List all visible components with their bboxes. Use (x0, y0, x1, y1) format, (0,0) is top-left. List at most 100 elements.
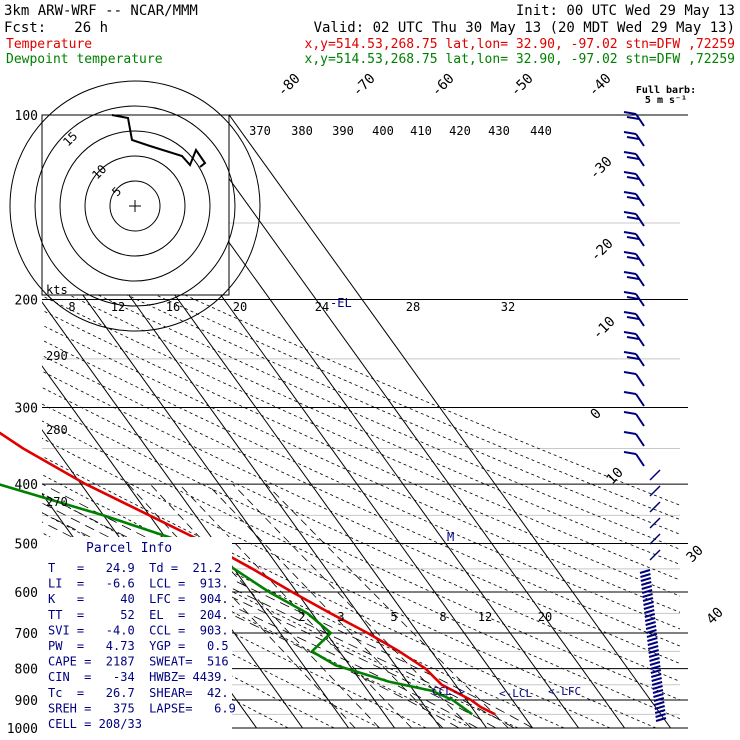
wind-barb-shaft (649, 469, 661, 481)
parcel-info-row: LI = -6.6 LCL = 913. (48, 577, 229, 591)
wind-barb-shaft (635, 413, 645, 427)
isotherm-label: 40 (704, 605, 727, 628)
wind-barb-flag (623, 371, 637, 375)
wind-barb-shaft (635, 313, 645, 327)
wind-barb-flag (623, 111, 637, 115)
adiabat-label: 270 (46, 495, 68, 509)
adiabat-label: 280 (46, 423, 68, 437)
parcel-info-row: K = 40 LFC = 904. (48, 592, 229, 606)
mixing-ratio-line (265, 483, 509, 728)
hodograph-ring (109, 180, 161, 232)
wind-barb-shaft (649, 657, 660, 662)
pressure-label: 900 (15, 694, 38, 709)
dry-adiabat (42, 324, 680, 613)
isotherm-label: -70 (350, 71, 379, 100)
hodograph-ring (9, 80, 261, 332)
isotherm-label: -40 (586, 71, 615, 100)
wind-barb-shaft (635, 273, 645, 287)
wind-barb-shaft (654, 705, 665, 710)
wind-barb-shaft (640, 573, 651, 578)
lcl-marker: <-LCL (499, 687, 532, 700)
model-title: 3km ARW-WRF -- NCAR/MMM (4, 3, 198, 19)
wind-barb-flag (626, 336, 640, 340)
isotherm (182, 115, 626, 728)
wind-barb-shaft (647, 641, 659, 646)
mixing-ratio-label: 3 (337, 610, 344, 624)
wind-barb-shaft (635, 333, 645, 347)
theta-label: 440 (530, 124, 552, 138)
wind-barb-flag (623, 431, 637, 435)
hodograph-ring (84, 155, 186, 257)
wind-barb-shaft (645, 621, 656, 626)
wind-barb-shaft (653, 697, 665, 702)
dry-adiabat (42, 339, 680, 630)
dry-adiabat (42, 420, 680, 720)
temperature-legend-label: Temperature (6, 37, 92, 52)
wind-barb-flag (623, 411, 637, 415)
wind-barb-flag (626, 196, 640, 200)
dry-adiabat (42, 437, 657, 728)
wind-barb-shaft (650, 669, 662, 674)
pressure-label: 800 (15, 663, 38, 678)
wind-barb-flag (623, 271, 637, 275)
dewpoint-legend-label: Dewpoint temperature (6, 52, 163, 67)
wind-barb-shaft (641, 589, 653, 594)
parcel-info-panel: Parcel Info T = 24.9 Td = 21.2 LI = -6.6 … (42, 537, 236, 731)
wind-barb-shaft (652, 689, 664, 694)
pressure-label: 200 (15, 294, 38, 309)
wind-barb-shaft (641, 585, 653, 590)
wind-barb-flag (626, 216, 640, 220)
parcel-info-row: TT = 52 EL = 204. (48, 608, 229, 622)
wind-barb-flag (623, 151, 637, 155)
hodograph-axis-tick: 20 (233, 300, 247, 314)
barb-key-title: Full barb: (636, 85, 696, 96)
isotherm-label: 0 (588, 406, 605, 423)
wind-barb-shaft (647, 645, 659, 650)
wind-barb-shaft (651, 681, 663, 686)
temperature-line (0, 431, 496, 716)
wind-barb-shaft (635, 373, 645, 387)
wind-barb-shaft (655, 717, 667, 722)
wind-barb-flag (626, 296, 640, 300)
wind-barb-shaft (650, 673, 662, 678)
wind-barb-flag (626, 256, 640, 260)
isotherm-label: -60 (429, 71, 458, 100)
pressure-label: 100 (15, 109, 38, 124)
wind-barb-flag (623, 351, 637, 355)
parcel-info-row: Tc = 26.7 SHEAR= 42. (48, 686, 229, 700)
hodograph-axis-tick: 16 (166, 300, 180, 314)
wind-barb-shaft (648, 649, 659, 654)
hodograph-axis-tick: 32 (501, 300, 515, 314)
parcel-info-row: CAPE = 2187 SWEAT= 516 (48, 655, 229, 669)
wind-barbs (623, 111, 667, 722)
wind-barb-shaft (655, 713, 666, 718)
wind-barb-flag (623, 331, 637, 335)
wind-barb-shaft (649, 661, 661, 666)
wind-barb-shaft (649, 501, 661, 513)
ccl-marker: CCL-> (432, 685, 465, 698)
wind-barb-shaft (648, 653, 660, 658)
wind-barb-shaft (649, 533, 661, 545)
hodograph-axis-unit: kts (46, 283, 68, 297)
theta-label: 380 (291, 124, 313, 138)
mixing-ratio-label: 5 (390, 610, 397, 624)
dry-adiabat (42, 227, 680, 506)
theta-label: 390 (332, 124, 354, 138)
isotherm-label: -30 (587, 154, 616, 183)
hodograph-axis-tick: 12 (111, 300, 125, 314)
wind-barb-shaft (654, 709, 666, 714)
wind-barb-shaft (643, 605, 655, 610)
wind-barb-shaft (635, 173, 645, 187)
temperature-location-info: x,y=514.53,268.75 lat,lon= 32.90, -97.02… (305, 37, 735, 52)
init-time: Init: 00 UTC Wed 29 May 13 (516, 3, 735, 19)
sounding-lines (0, 431, 496, 716)
hodograph-axis-tick: 8 (68, 300, 75, 314)
mixing-ratio-label: 12 (478, 610, 492, 624)
wind-barb-shaft (644, 617, 656, 622)
el-marker: -EL (330, 296, 352, 310)
hodograph-ring (59, 130, 211, 282)
valid-time: Valid: 02 UTC Thu 30 May 13 (20 MDT Wed … (314, 20, 735, 36)
wind-barb-flag (626, 276, 640, 280)
